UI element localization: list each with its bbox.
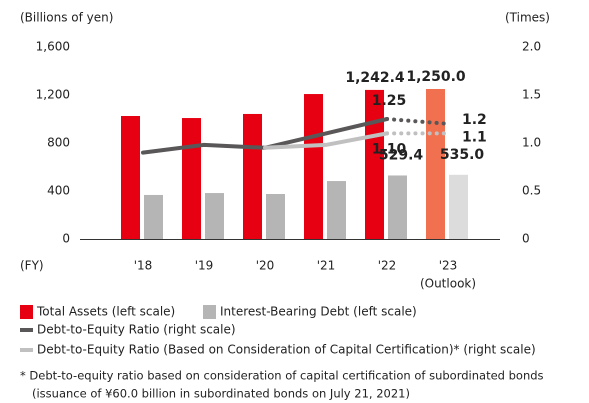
x-tick-label: '21: [317, 259, 336, 273]
y2-tick-label: 0.5: [522, 184, 541, 198]
x-tick-label: '23: [439, 259, 458, 273]
x-tick-label: '22: [378, 259, 397, 273]
bar: [365, 89, 384, 239]
bar: [205, 193, 224, 239]
bar: [327, 181, 346, 239]
bar: [144, 194, 163, 239]
value-label: 529.4: [379, 147, 424, 163]
value-label: 1.25: [372, 93, 407, 109]
y-axis-label: (Billions of yen): [20, 11, 113, 25]
line: [263, 131, 389, 150]
y-tick-label: 800: [47, 136, 70, 150]
legend-label: Debt-to-Equity Ratio (right scale): [37, 323, 236, 337]
value-label: 1.2: [462, 112, 487, 128]
y2-tick-label: 1.5: [522, 88, 541, 102]
value-label: 1.1: [462, 129, 487, 145]
y-tick-label: 1,600: [36, 40, 70, 54]
value-label: 1,250.0: [406, 69, 466, 85]
x-axis-label: (FY): [20, 259, 44, 273]
value-label: 1,242.4: [345, 70, 405, 86]
x-tick-label: '18: [134, 259, 153, 273]
legend-swatch: [203, 305, 216, 319]
value-label: 1.10: [372, 141, 407, 157]
bar: [243, 113, 262, 239]
bar: [426, 89, 445, 239]
y2-tick-label: 0: [522, 232, 530, 246]
x-tick-note: (Outlook): [420, 277, 476, 291]
bar: [449, 174, 468, 239]
bar: [304, 94, 323, 239]
bar: [388, 175, 407, 239]
value-label: 535.0: [440, 147, 485, 163]
y-tick-label: 0: [62, 232, 70, 246]
x-tick-label: '20: [256, 259, 275, 273]
line: [385, 117, 450, 126]
footnote: (issuance of ¥60.0 billion in subordinat…: [32, 387, 410, 401]
legend-swatch: [20, 305, 33, 319]
legend-label: Interest-Bearing Debt (left scale): [220, 305, 417, 319]
bar: [121, 116, 140, 239]
bar: [266, 194, 285, 239]
y2-tick-label: 1.0: [522, 136, 541, 150]
y2-axis-label: (Times): [505, 11, 550, 25]
footnote: * Debt-to-equity ratio based on consider…: [20, 369, 544, 383]
y2-tick-label: 2.0: [522, 40, 541, 54]
bar: [182, 118, 201, 239]
y-tick-label: 400: [47, 184, 70, 198]
legend-label: Debt-to-Equity Ratio (Based on Considera…: [37, 343, 536, 357]
legend-label: Total Assets (left scale): [36, 305, 175, 319]
y-tick-label: 1,200: [36, 88, 70, 102]
x-tick-label: '19: [195, 259, 214, 273]
